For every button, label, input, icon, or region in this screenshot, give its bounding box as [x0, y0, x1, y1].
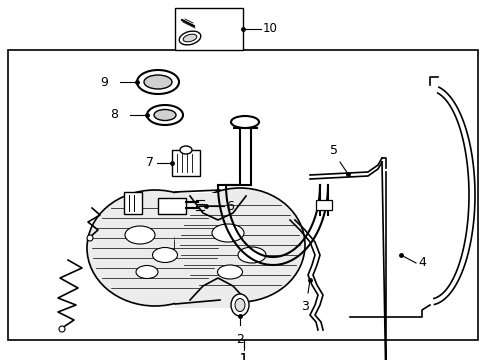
- Circle shape: [59, 326, 65, 332]
- Ellipse shape: [179, 31, 201, 45]
- Ellipse shape: [235, 298, 244, 311]
- Ellipse shape: [212, 224, 244, 242]
- Bar: [175, 193, 240, 308]
- Ellipse shape: [152, 248, 177, 262]
- Text: 3: 3: [301, 300, 308, 313]
- Ellipse shape: [87, 190, 223, 306]
- Bar: [124, 192, 142, 214]
- Ellipse shape: [180, 146, 192, 154]
- Text: 8: 8: [110, 108, 118, 122]
- Ellipse shape: [136, 266, 158, 279]
- Text: 6: 6: [225, 199, 233, 212]
- Ellipse shape: [230, 294, 248, 316]
- Text: 10: 10: [263, 22, 277, 36]
- Text: 1: 1: [240, 351, 247, 360]
- Bar: [172, 150, 200, 176]
- Ellipse shape: [230, 116, 259, 128]
- Bar: [175, 8, 243, 50]
- Bar: [158, 198, 185, 214]
- Ellipse shape: [137, 70, 179, 94]
- Ellipse shape: [183, 34, 196, 42]
- Ellipse shape: [143, 75, 172, 89]
- Ellipse shape: [154, 109, 176, 121]
- Text: 9: 9: [100, 76, 108, 89]
- Ellipse shape: [175, 188, 305, 302]
- Text: 4: 4: [417, 256, 425, 270]
- Text: 1: 1: [240, 351, 247, 360]
- Text: 7: 7: [146, 157, 154, 170]
- Ellipse shape: [147, 105, 183, 125]
- Bar: [8, 50, 477, 340]
- Bar: [315, 200, 331, 210]
- Text: 5: 5: [329, 144, 337, 157]
- Circle shape: [87, 235, 93, 241]
- Text: 2: 2: [236, 333, 244, 346]
- Ellipse shape: [238, 247, 265, 263]
- Ellipse shape: [217, 265, 242, 279]
- Ellipse shape: [125, 226, 155, 244]
